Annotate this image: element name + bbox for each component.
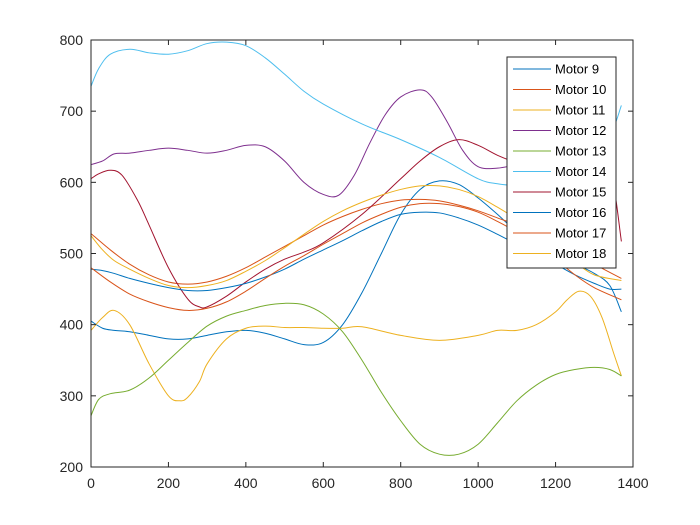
- x-tick-label: 1000: [463, 475, 494, 491]
- legend-label: Motor 16: [555, 205, 606, 220]
- legend-label: Motor 15: [555, 185, 606, 200]
- legend: Motor 9 Motor 10 Motor 11 Motor 12 Motor 13 M…: [506, 56, 617, 269]
- y-tick-label: 500: [60, 246, 84, 262]
- ticks-layer: 0 200 400 600 800 1000 1200 1400200300400500600…: [60, 32, 649, 491]
- y-tick-label: 200: [60, 459, 84, 475]
- legend-label: Motor 14: [555, 164, 606, 179]
- legend-label: Motor 13: [555, 144, 606, 159]
- x-tick-label: 1400: [617, 475, 648, 491]
- legend-label: Motor 12: [555, 123, 606, 138]
- y-tick-label: 700: [60, 103, 84, 119]
- legend-label: Motor 11: [555, 103, 605, 118]
- series-line-motor-12: [91, 89, 537, 198]
- y-tick-label: 300: [60, 388, 84, 404]
- x-tick-label: 800: [389, 475, 413, 491]
- legend-label: Motor 18: [555, 246, 606, 261]
- x-tick-label: 1200: [540, 475, 571, 491]
- y-tick-label: 800: [60, 32, 84, 48]
- x-tick-label: 600: [312, 475, 336, 491]
- legend-label: Motor 9: [555, 62, 599, 77]
- x-tick-label: 200: [157, 475, 181, 491]
- legend-label: Motor 17: [555, 226, 606, 241]
- series-line-motor-11: [91, 290, 622, 402]
- x-tick-label: 400: [234, 475, 258, 491]
- y-tick-label: 600: [60, 174, 84, 190]
- x-tick-label: 0: [87, 475, 95, 491]
- series-line-motor-13: [91, 302, 622, 456]
- legend-label: Motor 10: [555, 82, 606, 97]
- y-tick-label: 400: [60, 317, 84, 333]
